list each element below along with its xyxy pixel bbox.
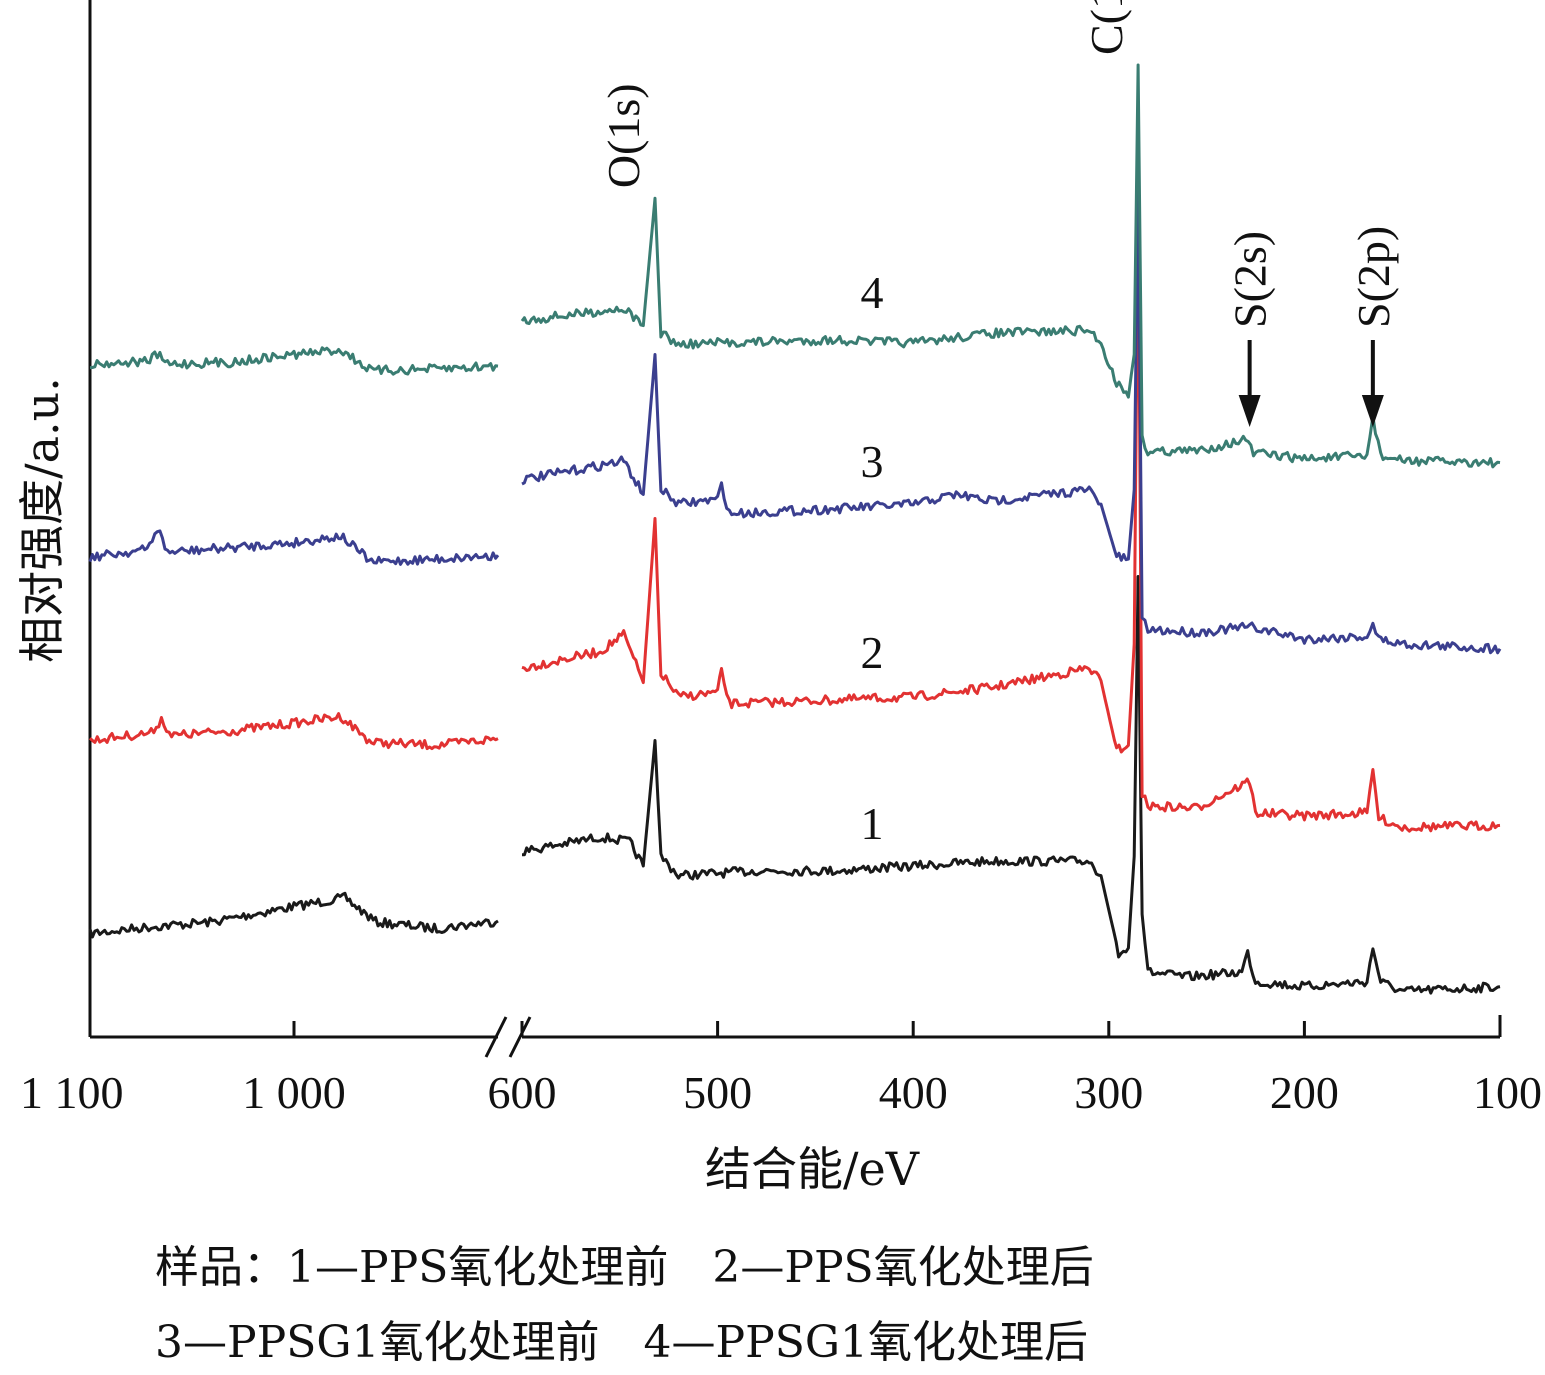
- x-axis-title: 结合能/eV: [705, 1142, 920, 1196]
- x-tick-label: 100: [1473, 1067, 1542, 1118]
- x-tick-label: 300: [1074, 1067, 1143, 1118]
- series-1-line-right: [522, 575, 1501, 995]
- y-axis-title: 相对强度/a.u.: [15, 377, 69, 663]
- series-3-number-label: 3: [861, 436, 884, 487]
- series-2-line-left: [88, 712, 499, 751]
- series-3-line-right: [521, 179, 1502, 655]
- peak-label: C(1s): [1081, 0, 1132, 55]
- x-tick-label: 400: [879, 1067, 948, 1118]
- series-1-number-label: 1: [861, 798, 884, 849]
- peak-arrow-head: [1361, 395, 1384, 427]
- x-tick-label: 1 100: [20, 1067, 124, 1118]
- x-tick-label: 500: [683, 1067, 752, 1118]
- axis-break-mark-2: [508, 1016, 532, 1058]
- series-1-line-left: [88, 891, 499, 939]
- peak-label: S(2s): [1225, 231, 1276, 328]
- series-2-line-right: [521, 198, 1501, 833]
- caption-line-2: 3—PPSG1氧化处理前 4—PPSG1氧化处理后: [155, 1317, 1088, 1368]
- x-tick-label: 600: [488, 1067, 557, 1118]
- series-4-number-label: 4: [861, 267, 884, 318]
- x-tick-label: 200: [1270, 1067, 1339, 1118]
- peak-label: S(2p): [1348, 226, 1399, 328]
- series-2-number-label: 2: [861, 627, 884, 678]
- series-4-line-right: [520, 63, 1501, 469]
- series-3-line-left: [88, 529, 500, 566]
- series-4-line-left: [89, 346, 499, 376]
- x-tick-label: 1 000: [242, 1067, 346, 1118]
- caption-line-1: 样品：1—PPS氧化处理前 2—PPS氧化处理后: [155, 1242, 1094, 1293]
- axis-break-mark-1: [484, 1016, 508, 1058]
- peak-arrow-head: [1238, 395, 1261, 427]
- peak-label: O(1s): [598, 83, 649, 188]
